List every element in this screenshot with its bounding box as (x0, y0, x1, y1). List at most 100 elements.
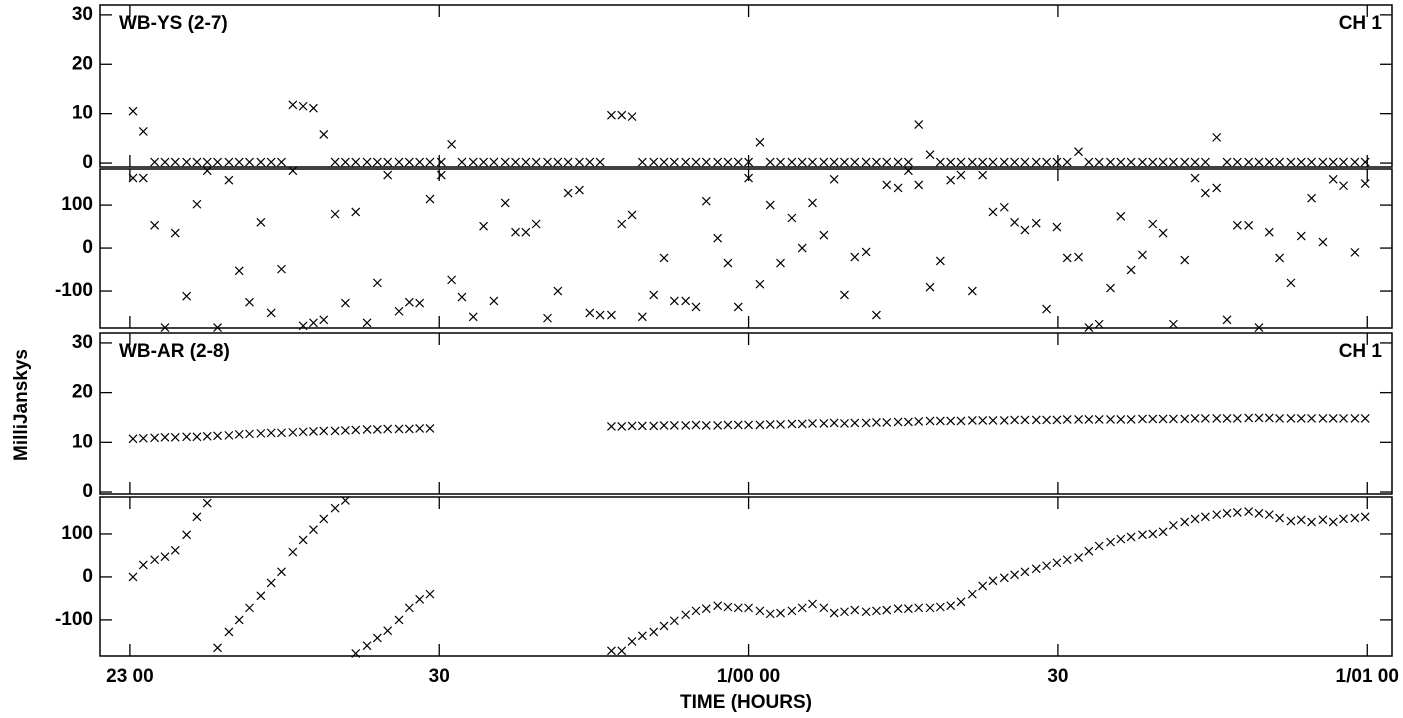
data-point (681, 296, 691, 306)
data-point (765, 157, 775, 167)
data-point (988, 157, 998, 167)
data-point (138, 433, 148, 443)
data-point (138, 127, 148, 136)
data-point (1222, 508, 1232, 518)
data-point (659, 157, 669, 167)
y-tick-label: 100 (61, 523, 93, 544)
data-point (1052, 222, 1062, 232)
data-point (872, 418, 881, 427)
data-point (659, 421, 669, 430)
y-axis-label: MilliJanskys (11, 349, 32, 461)
data-point (1094, 157, 1104, 167)
y-tick-label: 0 (82, 237, 93, 258)
data-point (1296, 231, 1306, 241)
data-point (1350, 513, 1360, 523)
data-point (1010, 217, 1020, 227)
data-point (415, 594, 425, 604)
data-point (1106, 415, 1115, 424)
data-point (723, 157, 733, 167)
data-point (755, 606, 765, 616)
y-tick-label: 30 (72, 332, 93, 353)
data-point (234, 429, 244, 439)
data-point (404, 424, 414, 434)
data-point (362, 318, 372, 328)
data-point (1074, 553, 1083, 563)
data-point (850, 418, 860, 428)
data-point (319, 315, 329, 325)
baseline-title: WB-AR (2-8) (119, 341, 230, 362)
data-point (1286, 157, 1296, 167)
data-point (713, 601, 723, 611)
data-point (160, 432, 170, 442)
data-point (511, 157, 520, 167)
data-point (627, 421, 637, 431)
y-tick-label: 0 (82, 152, 93, 173)
data-point (1116, 534, 1126, 544)
data-point (988, 207, 998, 217)
data-point (224, 175, 234, 185)
data-point (637, 631, 647, 641)
y-tick-label: 10 (72, 103, 93, 124)
data-point (787, 419, 797, 429)
data-point (1190, 514, 1200, 524)
panel-frame (99, 4, 1393, 168)
data-point (744, 420, 754, 430)
data-point (160, 552, 170, 562)
data-point (415, 157, 425, 167)
data-point (861, 607, 871, 617)
data-point (649, 627, 659, 637)
data-point (1286, 414, 1296, 423)
data-point (701, 421, 711, 430)
x-tick-label: 1/00 00 (717, 666, 780, 687)
data-point (607, 110, 616, 120)
data-point (277, 157, 286, 167)
data-point (914, 603, 924, 613)
data-point (150, 220, 160, 230)
data-point (192, 432, 202, 442)
data-point (1328, 517, 1338, 527)
data-point (1031, 157, 1041, 167)
data-point (733, 420, 743, 430)
data-point (1212, 510, 1222, 520)
data-point (553, 157, 563, 167)
data-point (170, 545, 180, 555)
data-point (489, 296, 499, 306)
data-point (1318, 414, 1328, 423)
data-point (372, 633, 382, 643)
data-point (575, 185, 584, 195)
data-point (903, 417, 913, 427)
data-point (362, 424, 372, 434)
data-point (840, 607, 849, 617)
data-point (394, 306, 404, 316)
data-point (319, 426, 329, 436)
data-point (1094, 319, 1104, 329)
data-point (637, 312, 647, 322)
data-point (872, 310, 881, 320)
data-point (383, 424, 393, 434)
data-point (1275, 253, 1285, 263)
data-point (893, 604, 903, 614)
data-point (298, 101, 308, 111)
data-point (691, 302, 701, 312)
data-point (245, 429, 254, 439)
data-point (128, 173, 138, 183)
data-point (967, 416, 977, 425)
data-point (797, 157, 807, 167)
data-point (744, 603, 754, 613)
data-point (1296, 157, 1306, 167)
data-point (1350, 414, 1360, 423)
data-point (1254, 157, 1264, 167)
y-tick-label: 0 (82, 481, 93, 502)
data-point (1328, 157, 1338, 167)
data-point (627, 112, 637, 122)
data-point (637, 157, 647, 167)
data-point (723, 420, 733, 430)
data-point (256, 217, 266, 227)
data-point (170, 228, 180, 238)
data-point (288, 100, 298, 110)
data-point (988, 576, 998, 586)
data-point (224, 430, 234, 440)
data-point (192, 157, 202, 167)
data-point (1020, 415, 1030, 425)
